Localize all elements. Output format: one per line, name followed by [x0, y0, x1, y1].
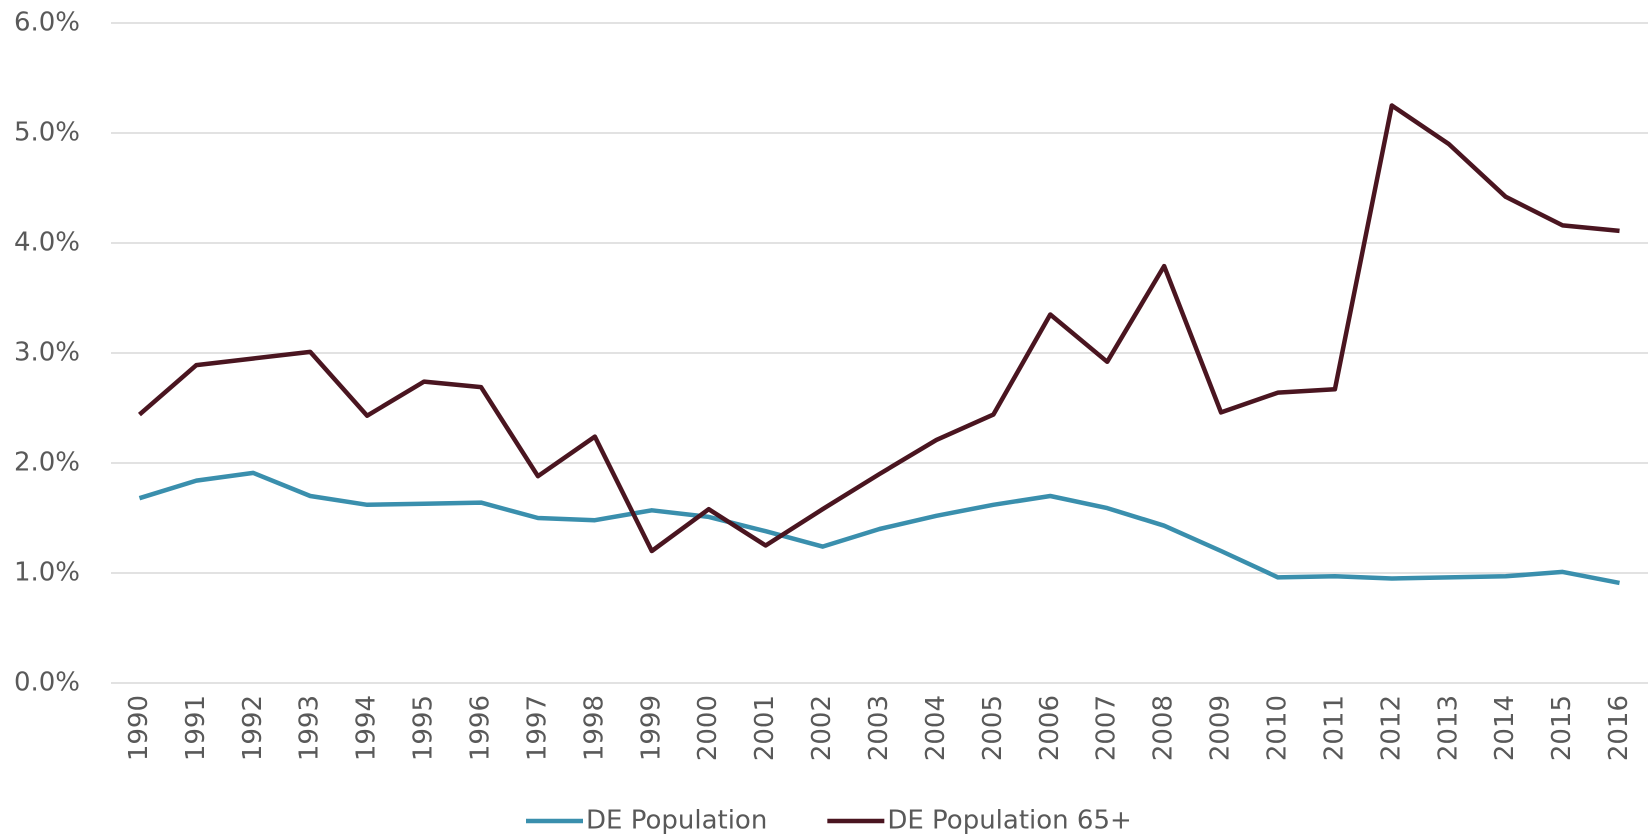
- x-tick-label: 1994: [352, 695, 382, 761]
- x-tick-label: 1998: [579, 695, 609, 761]
- y-tick-label: 0.0%: [14, 668, 80, 698]
- y-tick-label: 4.0%: [14, 228, 80, 258]
- x-tick-label: 2004: [921, 695, 951, 761]
- x-tick-label: 2000: [693, 695, 723, 761]
- y-tick-label: 5.0%: [14, 118, 80, 148]
- x-tick-label: 2010: [1262, 695, 1292, 761]
- x-tick-label: 1990: [124, 695, 154, 761]
- x-tick-label: 2013: [1433, 695, 1463, 761]
- y-tick-label: 6.0%: [14, 8, 80, 38]
- y-tick-label: 3.0%: [14, 338, 80, 368]
- x-tick-label: 2001: [750, 695, 780, 761]
- x-tick-label: 1992: [238, 695, 268, 761]
- x-tick-label: 2002: [807, 695, 837, 761]
- x-tick-label: 1999: [636, 695, 666, 761]
- x-tick-label: 1993: [295, 695, 325, 761]
- x-tick-label: 1991: [181, 695, 211, 761]
- legend-label: DE Population: [586, 806, 767, 836]
- y-tick-label: 1.0%: [14, 558, 80, 588]
- x-tick-label: 2015: [1547, 695, 1577, 761]
- y-tick-label: 2.0%: [14, 448, 80, 478]
- x-tick-label: 2003: [864, 695, 894, 761]
- x-tick-label: 2016: [1604, 695, 1634, 761]
- legend-label: DE Population 65+: [887, 806, 1131, 836]
- x-tick-label: 2007: [1092, 695, 1122, 761]
- x-tick-label: 2012: [1376, 695, 1406, 761]
- x-tick-label: 2011: [1319, 695, 1349, 761]
- series-line: [137, 103, 1620, 554]
- x-tick-label: 2009: [1206, 695, 1236, 761]
- x-tick-label: 1997: [522, 695, 552, 761]
- x-tick-label: 1995: [409, 695, 439, 761]
- x-tick-label: 2005: [978, 695, 1008, 761]
- x-tick-label: 2014: [1490, 695, 1520, 761]
- x-tick-label: 2008: [1149, 695, 1179, 761]
- series-line: [138, 470, 1620, 586]
- x-tick-label: 2006: [1035, 695, 1065, 761]
- x-tick-label: 1996: [466, 695, 496, 761]
